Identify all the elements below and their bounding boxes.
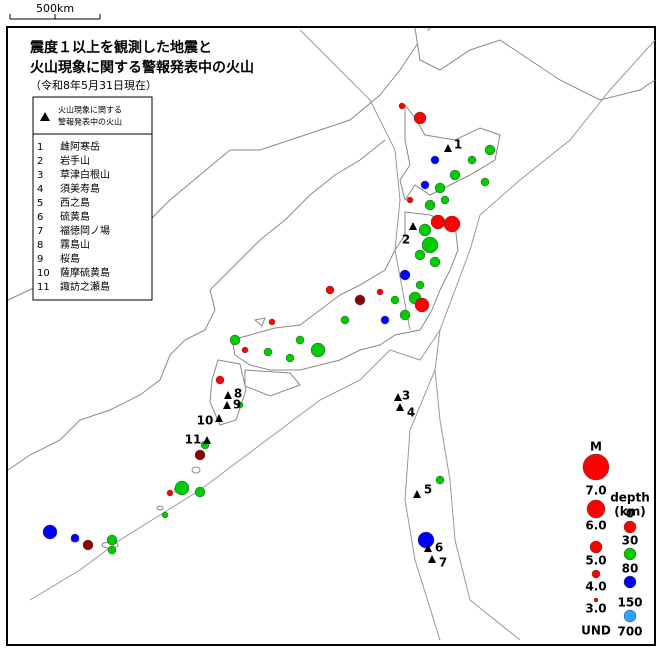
volcano-marker: [223, 401, 231, 409]
volcano-marker: [215, 414, 223, 422]
volcano-legend-box: [32, 96, 153, 301]
magnitude-label: 6.0: [585, 519, 606, 533]
title-line: 震度１以上を観測した地震と: [29, 39, 212, 56]
volcano-legend-title: 警報発表中の火山: [58, 117, 122, 127]
volcano-number: 1: [37, 142, 43, 153]
volcano-marker-label: 5: [424, 483, 432, 497]
volcano-number: 6: [37, 212, 43, 223]
volcano-marker: [394, 393, 402, 401]
magnitude-symbol: [582, 453, 610, 481]
depth-label: 0: [626, 507, 634, 521]
scale-label: 500km: [36, 2, 74, 15]
volcano-name: 薩摩硫黄島: [60, 266, 110, 279]
volcano-marker-label: 11: [185, 433, 202, 447]
volcano-marker: [413, 490, 421, 498]
volcano-number: 8: [37, 240, 43, 251]
magnitude-label: UND: [581, 624, 611, 638]
earthquakes: [42, 102, 496, 555]
volcano-legend-title: 火山現象に関する: [58, 105, 122, 115]
depth-label: 700: [617, 625, 642, 639]
volcano-marker-label: 7: [439, 556, 447, 570]
title-line: 火山現象に関する警報発表中の火山: [30, 59, 254, 76]
volcano-marker: [224, 391, 232, 399]
volcano-marker-label: 1: [454, 138, 462, 152]
depth-label: 30: [622, 534, 639, 548]
volcano-number: 4: [37, 184, 43, 195]
volcano-name: 岩手山: [60, 154, 90, 167]
volcano-marker-label: 2: [402, 233, 410, 247]
magnitude-symbol: [591, 569, 601, 579]
volcano-number: 5: [37, 198, 43, 209]
volcano-marker: [444, 144, 452, 152]
magnitude-label: 3.0: [585, 602, 606, 616]
magnitude-legend-title: M: [590, 440, 602, 454]
volcano-name: 桜島: [60, 252, 80, 265]
depth-legend-title: (km): [614, 505, 645, 519]
volcano-number: 3: [37, 170, 43, 181]
depth-label: 150: [617, 596, 642, 610]
volcano-name: 雌阿寒岳: [60, 140, 100, 153]
volcano-marker: [396, 403, 404, 411]
depth-symbol: [623, 575, 637, 589]
volcano-marker: [203, 436, 211, 444]
volcano-number: 10: [37, 268, 50, 279]
magnitude-symbol: [593, 597, 599, 603]
magnitude-label: 7.0: [585, 484, 606, 498]
volcano-marker-label: 4: [407, 406, 415, 420]
depth-symbol: [623, 609, 637, 623]
volcano-name: 西之島: [60, 196, 90, 209]
depth-label: 80: [622, 562, 639, 576]
volcano-marker-label: 10: [197, 414, 214, 428]
scale-bar: [9, 14, 101, 20]
volcano-name: 霧島山: [60, 238, 90, 251]
volcano-number: 2: [37, 156, 43, 167]
volcano-name: 須美寿島: [60, 182, 100, 195]
volcano-marker: [428, 555, 436, 563]
volcano-name: 福徳岡ノ場: [60, 224, 110, 237]
volcano-marker: [424, 544, 432, 552]
magnitude-symbol: [586, 499, 606, 519]
volcano-marker-label: 9: [233, 398, 241, 412]
volcano-marker-label: 3: [402, 389, 410, 403]
volcano-symbol: [40, 112, 50, 121]
volcano-number: 11: [37, 282, 50, 293]
depth-legend-title: depth: [610, 491, 650, 505]
volcano-name: 諏訪之瀬島: [60, 280, 110, 293]
volcano-number: 7: [37, 226, 43, 237]
magnitude-label: 4.0: [585, 580, 606, 594]
date-note: （令和8年5月31日現在）: [30, 78, 157, 92]
volcano-marker-label: 8: [234, 387, 242, 401]
magnitude-symbol: [589, 540, 603, 554]
depth-symbol: [623, 520, 637, 534]
volcano-marker: [409, 222, 417, 230]
depth-symbol: [623, 547, 637, 561]
volcano-number: 9: [37, 254, 43, 265]
volcano-name: 草津白根山: [60, 168, 110, 181]
volcano-name: 硫黄島: [60, 210, 90, 223]
volcano-marker-label: 6: [435, 541, 443, 555]
magnitude-label: 5.0: [585, 554, 606, 568]
